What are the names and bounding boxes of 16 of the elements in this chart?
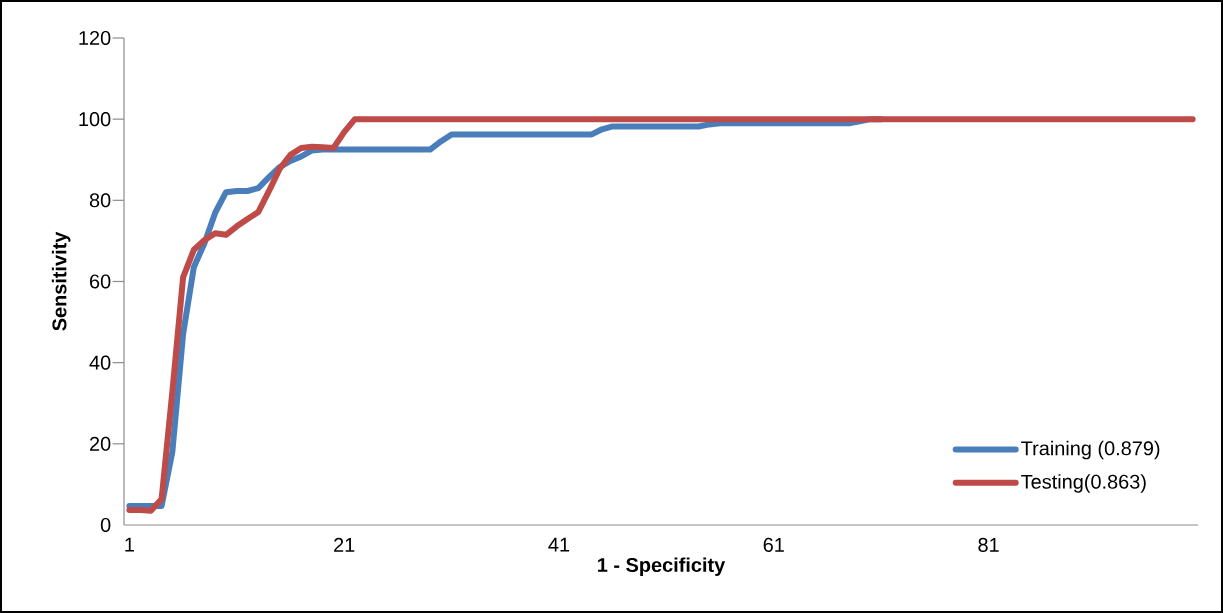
y-tick-label: 40 bbox=[89, 355, 111, 370]
x-tick-label: 1 bbox=[125, 537, 134, 552]
x-axis-title: 1 - Specificity bbox=[598, 557, 726, 576]
y-tick-label: 0 bbox=[100, 517, 111, 533]
y-tick-label: 60 bbox=[90, 274, 111, 289]
y-tick-label: 100 bbox=[79, 112, 111, 127]
x-tick-label: 61 bbox=[763, 537, 784, 552]
y-tick-label: 120 bbox=[79, 30, 111, 46]
x-tick-label: 21 bbox=[334, 537, 355, 552]
legend-label: Testing(0.863) bbox=[1021, 474, 1146, 493]
y-tick-label: 20 bbox=[90, 436, 111, 451]
x-tick-label: 81 bbox=[978, 537, 999, 552]
y-tick-label: 80 bbox=[89, 193, 111, 208]
x-tick-label: 41 bbox=[548, 537, 570, 552]
y-axis-title: Sensitivity bbox=[51, 231, 71, 331]
legend-label: Training (0.879) bbox=[1021, 440, 1160, 460]
